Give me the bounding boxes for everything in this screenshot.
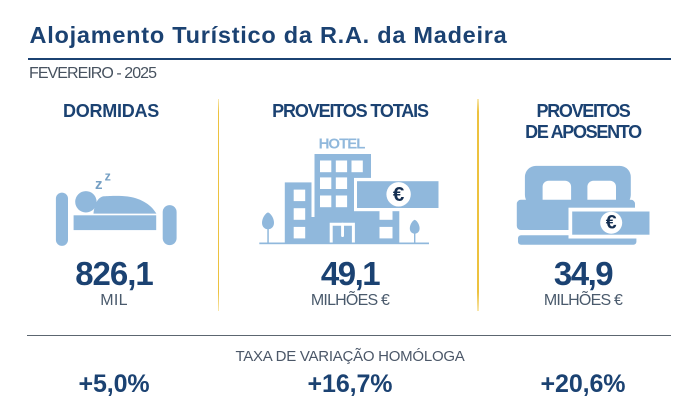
svg-text:HOTEL: HOTEL [319,136,366,153]
svg-text:€: € [393,183,405,206]
svg-text:z: z [105,169,111,183]
svg-text:€: € [606,212,617,234]
svg-text:z: z [95,176,103,193]
